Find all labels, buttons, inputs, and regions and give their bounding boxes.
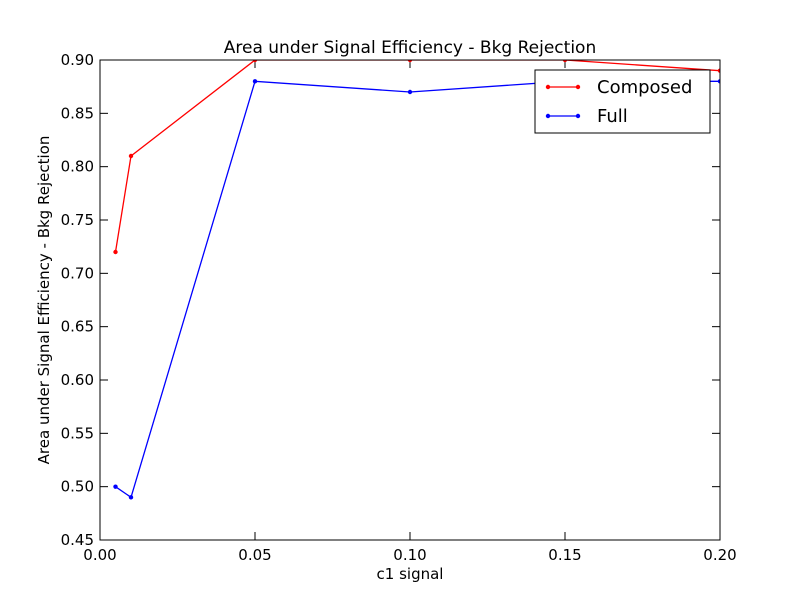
y-tick-label: 0.45 xyxy=(61,531,94,549)
y-tick-label: 0.80 xyxy=(61,158,94,176)
legend-marker-composed xyxy=(545,84,551,90)
legend-marker-full xyxy=(575,113,581,119)
plot-frame xyxy=(99,59,721,541)
x-axis-label: c1 signal xyxy=(377,565,444,583)
series-line-full xyxy=(115,80,720,499)
y-tick-label: 0.90 xyxy=(61,51,94,69)
y-tick-label: 0.85 xyxy=(61,104,94,122)
x-tick-label: 0.00 xyxy=(83,546,116,564)
x-tick-label: 0.05 xyxy=(238,546,271,564)
y-tick-label: 0.55 xyxy=(61,424,94,442)
y-tick-label: 0.65 xyxy=(61,318,94,336)
legend-label-full: Full xyxy=(597,106,628,127)
data-point-composed xyxy=(717,68,720,73)
y-tick-label: 0.70 xyxy=(61,264,94,282)
data-point-full xyxy=(113,484,118,489)
data-point-composed xyxy=(128,153,134,159)
y-tick-label: 0.60 xyxy=(61,371,94,389)
data-point-composed xyxy=(252,60,258,63)
y-tick-label: 0.50 xyxy=(61,478,94,496)
legend-marker-composed xyxy=(575,84,581,90)
y-tick-label: 0.75 xyxy=(61,211,94,229)
legend-box xyxy=(534,69,711,134)
data-point-full xyxy=(717,79,720,84)
data-point-full xyxy=(128,495,134,500)
y-axis-label: Area under Signal Efficiency - Bkg Rejec… xyxy=(35,136,53,465)
x-tick-label: 0.10 xyxy=(393,546,426,564)
legend: Composed Full xyxy=(534,69,711,134)
data-point-full xyxy=(407,89,413,95)
x-tick-label: 0.20 xyxy=(703,546,736,564)
chart-title: Area under Signal Efficiency - Bkg Rejec… xyxy=(224,38,596,58)
data-point-full xyxy=(252,79,258,84)
x-tick-label: 0.15 xyxy=(548,546,581,564)
data-point-composed xyxy=(113,249,118,255)
legend-marker-full xyxy=(545,113,551,119)
data-point-composed xyxy=(407,60,413,63)
data-point-composed xyxy=(562,60,568,63)
axis-ticks: 0.00 0.05 0.10 0.15 0.20 0.45 0.50 0.55 0.60 0.65… xyxy=(61,51,737,564)
legend-label-composed: Composed xyxy=(597,77,692,98)
series-line-composed xyxy=(114,60,720,253)
